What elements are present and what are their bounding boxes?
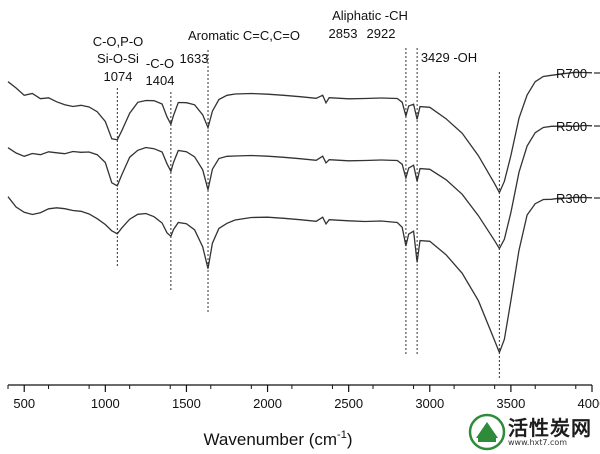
x-tick-label: 1500 — [172, 396, 201, 411]
legend-label-r700: R700 — [556, 66, 587, 81]
annotation-label: 2853 — [329, 26, 358, 41]
legend-label-r500: R500 — [556, 119, 587, 134]
x-axis-title-close: ) — [347, 430, 353, 449]
annotation-label: Si-O-Si — [97, 51, 139, 66]
annotation-label: C-O,P-O — [93, 34, 144, 49]
spectra-curves — [7, 71, 593, 355]
annotation-labels: C-O,P-O Si-O-Si 1074 -C-O 1404 Aromatic C=C,C… — [93, 8, 477, 88]
x-axis-title: Wavenumber (cm-1) — [204, 429, 353, 449]
series-line-r700 — [7, 71, 593, 195]
watermark-logo-icon — [468, 413, 506, 451]
x-axis-title-text: Wavenumber (cm — [204, 430, 338, 449]
x-tick-label: 2000 — [253, 396, 282, 411]
x-axis: 500 1000 1500 2000 2500 3000 3500 4000 — [7, 384, 600, 411]
annotation-label: 1074 — [104, 69, 133, 84]
watermark: 活性炭网 www.hxt7.com — [468, 410, 600, 454]
x-axis-title-exponent: -1 — [337, 429, 347, 441]
series-line-r300 — [7, 196, 593, 355]
annotation-label: Aliphatic -CH — [332, 8, 408, 23]
annotation-label: 2922 — [367, 26, 396, 41]
annotation-label: 1404 — [146, 73, 175, 88]
legend: R700 R500 R300 — [556, 66, 600, 206]
legend-label-r300: R300 — [556, 191, 587, 206]
annotation-label: 3429 -OH — [421, 50, 477, 65]
watermark-title: 活性炭网 — [508, 416, 592, 440]
x-tick-label: 3500 — [496, 396, 525, 411]
series-line-r500 — [7, 124, 593, 250]
x-tick-label: 4000 — [578, 396, 600, 411]
watermark-url: www.hxt7.com — [508, 438, 568, 447]
x-tick-label: 1000 — [91, 396, 120, 411]
x-tick-label: 500 — [13, 396, 35, 411]
annotation-label: 1633 — [180, 51, 209, 66]
x-tick-label: 2500 — [334, 396, 363, 411]
x-tick-label: 3000 — [415, 396, 444, 411]
annotation-label: Aromatic C=C,C=O — [188, 28, 300, 43]
annotation-label: -C-O — [146, 56, 174, 71]
